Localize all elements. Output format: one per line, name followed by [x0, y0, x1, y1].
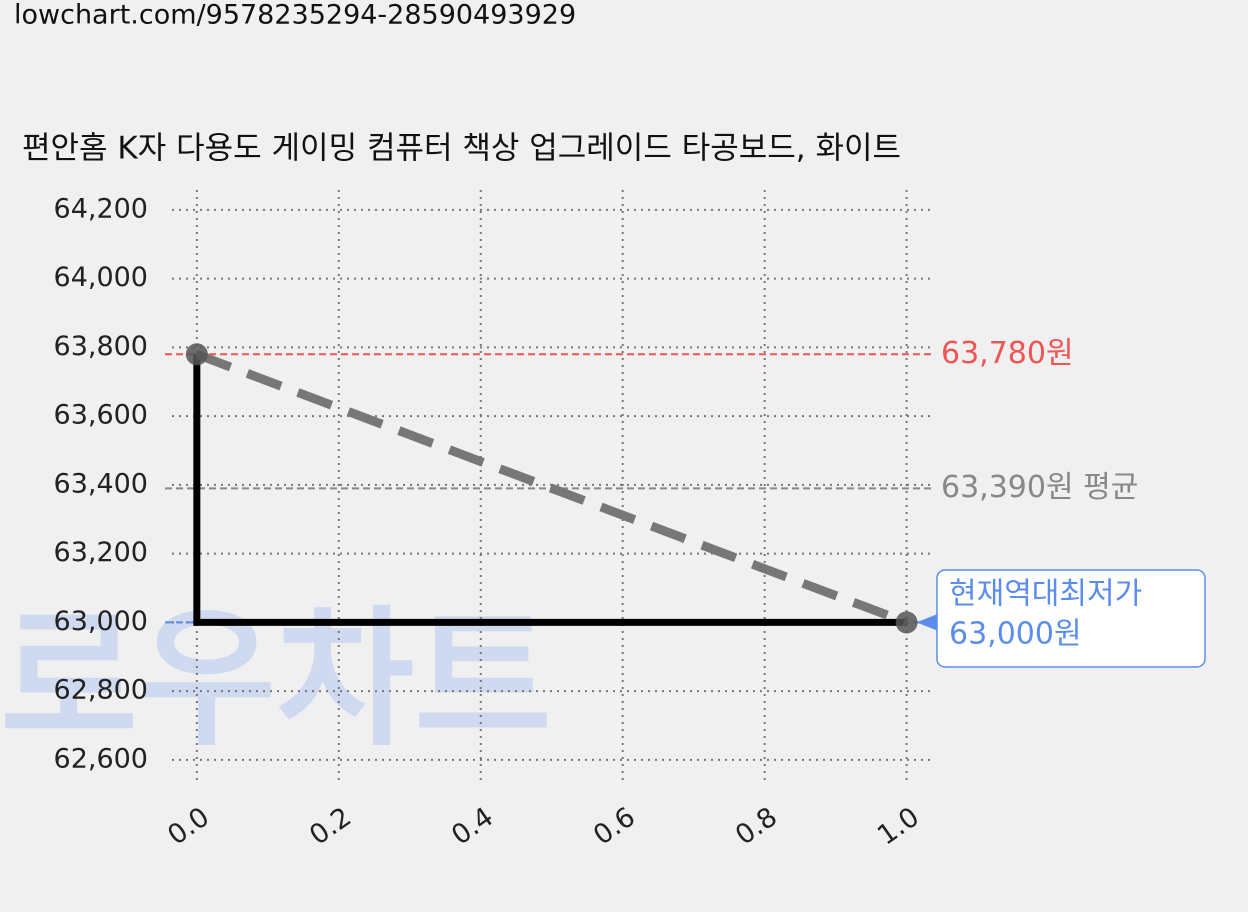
y-tick-label: 63,200	[54, 537, 148, 568]
reference-label: 63,780원	[941, 336, 1074, 371]
x-tick-label: 0.6	[588, 801, 641, 851]
y-tick-label: 62,800	[54, 675, 148, 706]
x-tick-label: 0.2	[304, 801, 357, 851]
reference-label: 63,390원 평균	[941, 470, 1138, 505]
price-line	[193, 354, 907, 626]
annotation-box	[936, 569, 1206, 668]
chart-title: 편안홈 K자 다용도 게이밍 컴퓨터 책상 업그레이드 타공보드, 화이트	[22, 131, 901, 167]
x-tick-label: 0.0	[162, 801, 215, 851]
y-tick-label: 63,000	[54, 606, 148, 637]
x-tick-label: 0.4	[446, 801, 499, 851]
trend-line	[195, 350, 909, 627]
annotation-text: 현재역대최저가	[949, 577, 1142, 612]
y-tick-label: 62,600	[54, 743, 148, 774]
data-point	[895, 611, 918, 634]
data-point	[185, 343, 208, 366]
y-tick-label: 64,200	[54, 193, 148, 224]
y-tick-label: 63,600	[54, 400, 148, 431]
x-tick-label: 0.8	[730, 801, 783, 851]
annotation-arrow	[916, 614, 937, 631]
x-tick-label: 1.0	[872, 801, 925, 851]
annotation-text: 63,000원	[949, 617, 1082, 652]
y-tick-label: 63,800	[54, 331, 148, 362]
y-tick-label: 64,000	[54, 262, 148, 293]
y-tick-label: 63,400	[54, 468, 148, 499]
url: lowchart.com/9578235294-28590493929	[14, 0, 576, 31]
